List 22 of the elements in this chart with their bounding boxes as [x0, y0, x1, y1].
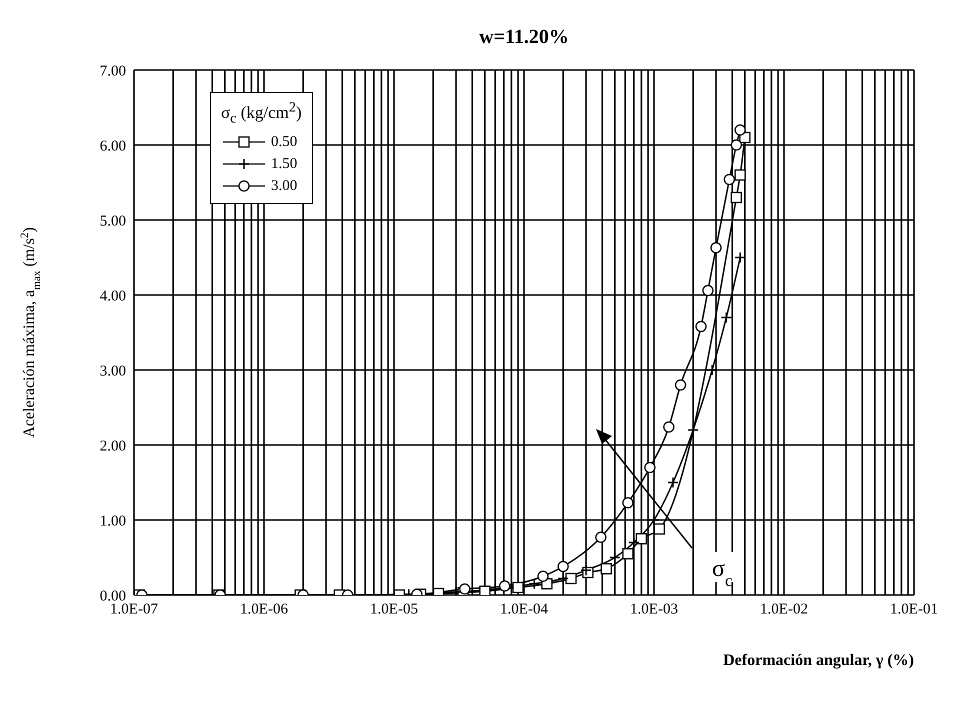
y-tick-label: 3.00 — [100, 363, 126, 380]
x-tick-label: 1.0E-02 — [760, 602, 808, 618]
legend-label: 0.50 — [271, 133, 298, 152]
x-tick-label: 1.0E-05 — [370, 602, 418, 618]
x-tick-label: 1.0E-07 — [110, 602, 158, 618]
x-axis-title: Deformación angular, γ (%) — [723, 652, 914, 669]
legend-title: σ$_{c}$ (kg/cm$^{2}$) — [221, 99, 302, 126]
x-tick-label: 1.0E-06 — [240, 602, 288, 618]
y-tick-label: 6.00 — [100, 138, 126, 154]
y-tick-label: 7.00 — [100, 63, 126, 80]
chart-title: w=11.20% — [478, 26, 570, 49]
annotation: σ$_{c}$ — [712, 556, 732, 590]
y-tick-label: 5.00 — [100, 213, 126, 230]
y-tick-label: 0.00 — [100, 588, 126, 604]
x-tick-label: 1.0E-03 — [630, 602, 678, 618]
y-tick-label: 4.00 — [100, 288, 126, 304]
legend-label: 3.00 — [271, 177, 298, 196]
y-tick-label: 2.00 — [100, 438, 126, 454]
x-tick-label: 1.0E-04 — [500, 602, 548, 618]
y-tick-label: 1.00 — [100, 513, 126, 530]
legend-label: 1.50 — [271, 155, 298, 174]
x-tick-label: 1.0E-01 — [890, 602, 938, 618]
